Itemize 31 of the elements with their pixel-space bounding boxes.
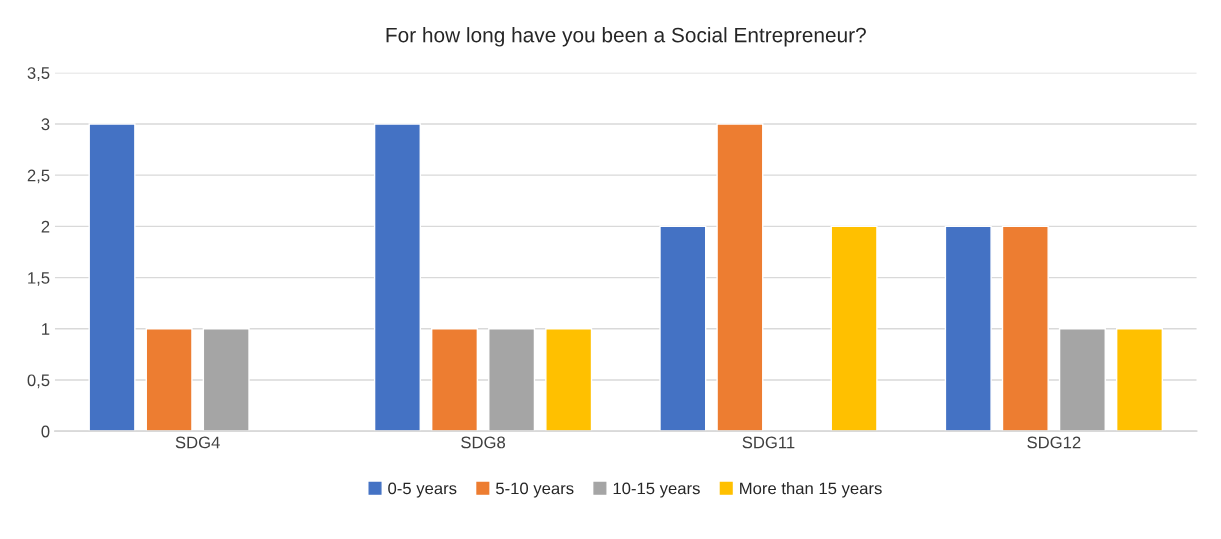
bar (373, 123, 421, 432)
bar (88, 123, 136, 432)
y-tick-label: 2 (41, 220, 50, 233)
legend-label: 5-10 years (496, 482, 574, 498)
bar (1001, 225, 1049, 432)
y-tick-label: 3,5 (27, 67, 50, 81)
bar (944, 225, 992, 432)
x-tick-label: SDG12 (1027, 436, 1081, 449)
legend-label: 0-5 years (388, 482, 457, 498)
y-tick-label: 0 (41, 425, 50, 438)
bar (145, 328, 193, 432)
bar (716, 123, 764, 432)
x-tick-label: SDG8 (461, 436, 506, 449)
y-tick-label: 0,5 (27, 374, 50, 389)
x-tick-label: SDG4 (175, 436, 220, 449)
bar (659, 225, 707, 432)
y-tick-label: 1,5 (28, 272, 50, 286)
bar (202, 328, 250, 432)
bar (488, 328, 536, 432)
chart-title: For how long have you been a Social Entrepreneur? (386, 27, 866, 47)
y-tick-label: 2,5 (27, 169, 50, 184)
legend-label: 10-15 years (613, 482, 700, 498)
bar (1115, 328, 1164, 432)
bar (1058, 328, 1106, 432)
y-tick-label: 1 (42, 323, 50, 335)
x-tick-label: SDG11 (742, 436, 795, 449)
bar (545, 328, 593, 432)
bar (430, 328, 479, 432)
bar (830, 225, 878, 432)
legend-label: More than 15 years (740, 482, 882, 498)
y-tick-label: 3 (41, 118, 50, 131)
